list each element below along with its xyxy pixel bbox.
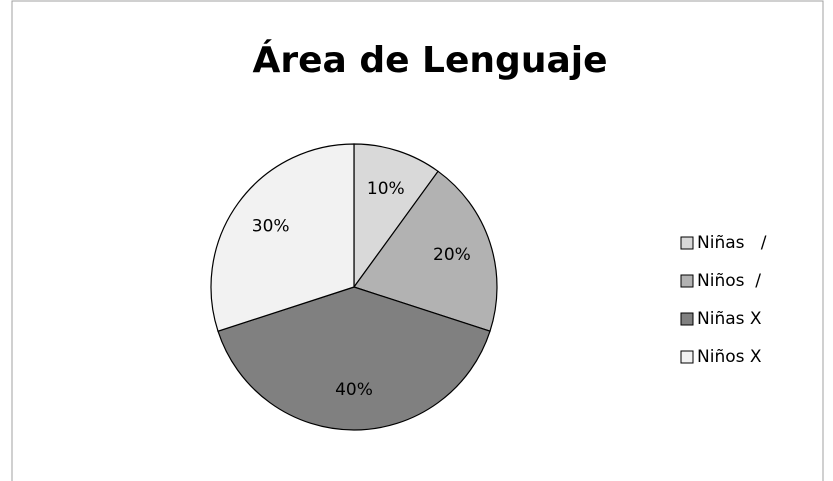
pie-slice <box>353 143 439 289</box>
legend-label: Niños / <box>697 271 761 291</box>
legend-label: Niñas X <box>697 309 762 329</box>
data-label: 30% <box>252 216 290 236</box>
chart-frame <box>11 0 824 481</box>
data-label: 40% <box>335 380 373 400</box>
data-label: 10% <box>367 179 405 199</box>
pie-slice <box>217 286 491 431</box>
legend-label: Niños X <box>697 347 762 367</box>
legend-label: Niñas / <box>697 233 767 253</box>
legend-swatch <box>680 312 694 326</box>
data-label: 20% <box>433 245 471 265</box>
pie-slice <box>353 170 498 332</box>
pie-slice <box>210 143 355 332</box>
legend-swatch <box>680 274 694 288</box>
chart-title: Área de Lenguaje <box>252 39 607 81</box>
legend-swatch <box>680 350 694 364</box>
legend-swatch <box>680 236 694 250</box>
